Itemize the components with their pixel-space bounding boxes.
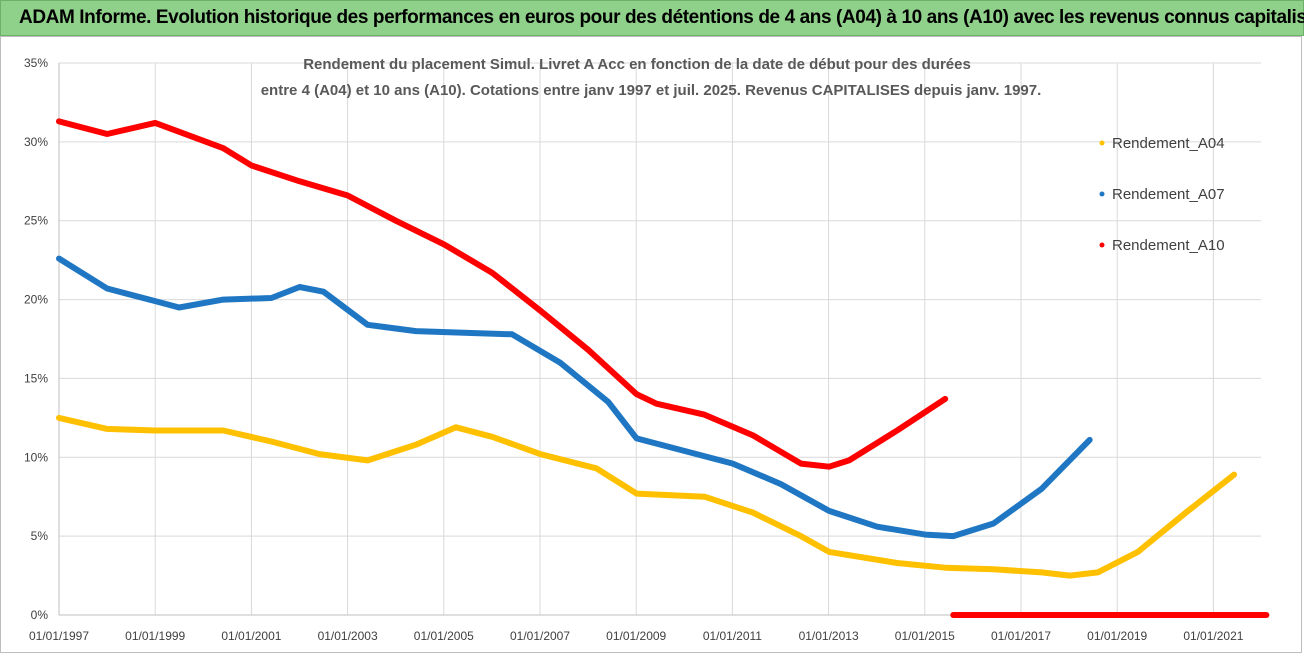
y-tick-label: 25% (24, 214, 48, 228)
x-tick-label: 01/01/2007 (510, 629, 570, 643)
yield-line-chart: 0% 5% 10% 15% 20% 25% 30% 35% 01/01/1997 01/01/1… (24, 56, 1270, 643)
x-tick-label: 01/01/1997 (29, 629, 89, 643)
legend-label-Rendement_A10: Rendement_A10 (1112, 237, 1225, 254)
y-tick-label: 35% (24, 56, 48, 70)
y-tick-label: 5% (31, 529, 49, 543)
legend-label-Rendement_A07: Rendement_A07 (1112, 186, 1225, 203)
x-tick-label: 01/01/2001 (221, 629, 281, 643)
y-tick-label: 20% (24, 293, 48, 307)
chart-title-line-2: entre 4 (A04) et 10 ans (A10). Cotations… (261, 82, 1042, 99)
x-tick-label: 01/01/2017 (991, 629, 1051, 643)
legend-marker-Rendement_A07 (1099, 191, 1105, 197)
x-tick-label: 01/01/2005 (414, 629, 474, 643)
x-tick-label: 01/01/2009 (606, 629, 666, 643)
series-line-Rendement_A10 (56, 118, 949, 470)
legend-marker-Rendement_A04 (1099, 140, 1105, 146)
x-tick-label: 01/01/2015 (895, 629, 955, 643)
x-tick-label: 01/01/2021 (1183, 629, 1243, 643)
x-tick-label: 01/01/2011 (703, 629, 762, 643)
series-line-Rendement_A04 (56, 414, 1238, 579)
x-tick-label: 01/01/2013 (799, 629, 859, 643)
chart-title-line-1: Rendement du placement Simul. Livret A A… (303, 56, 971, 73)
series-line-Rendement_A07 (56, 255, 1093, 540)
y-tick-label: 0% (31, 608, 49, 622)
legend-label-Rendement_A04: Rendement_A04 (1112, 135, 1225, 152)
y-tick-label: 10% (24, 450, 48, 464)
legend-marker-Rendement_A10 (1099, 242, 1105, 248)
x-tick-label: 01/01/2019 (1087, 629, 1147, 643)
y-tick-label: 30% (24, 135, 48, 149)
report-banner-title: ADAM Informe. Evolution historique des p… (19, 7, 1304, 28)
report-banner: ADAM Informe. Evolution historique des p… (0, 0, 1304, 36)
x-tick-label: 01/01/2003 (318, 629, 378, 643)
y-tick-label: 15% (24, 371, 48, 385)
chart-area: 0% 5% 10% 15% 20% 25% 30% 35% 01/01/1997 01/01/1… (0, 36, 1302, 653)
x-tick-label: 01/01/1999 (125, 629, 185, 643)
